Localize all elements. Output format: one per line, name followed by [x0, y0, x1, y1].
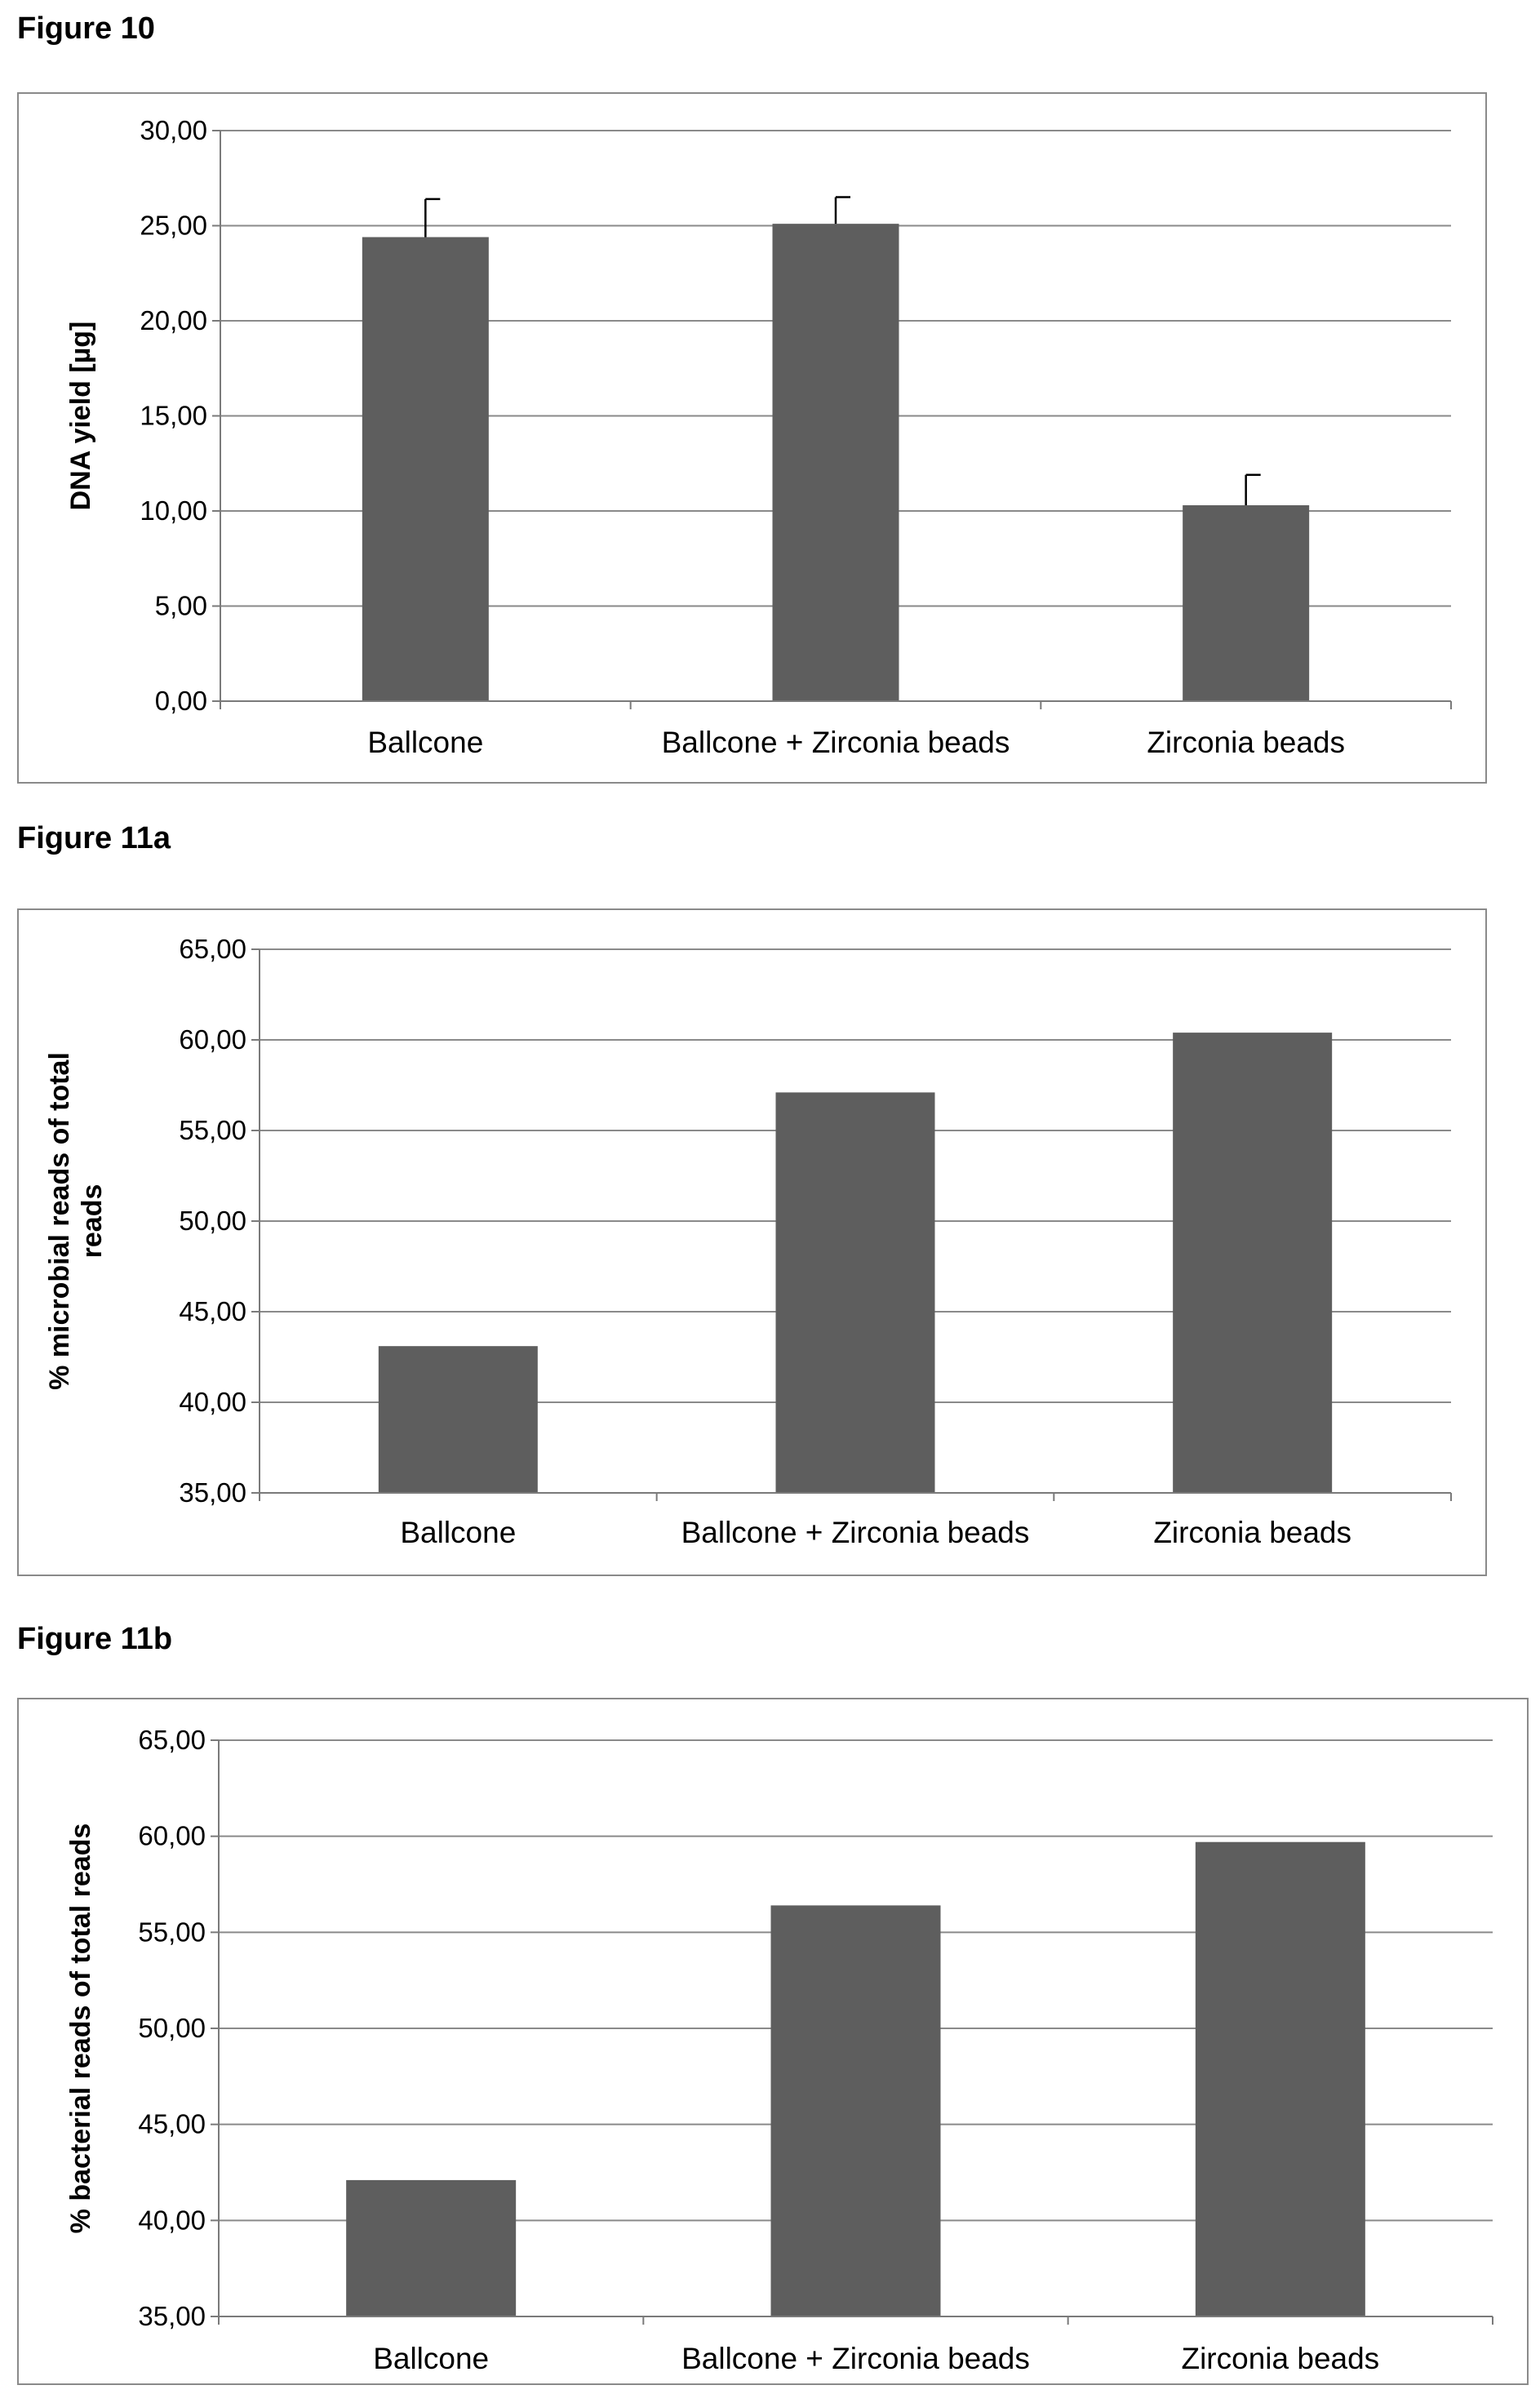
figure-11a-title: Figure 11a: [17, 821, 171, 855]
y-axis-title-line: % bacterial reads of total reads: [65, 1823, 96, 2234]
y-tick-label: 40,00: [138, 2205, 206, 2235]
y-tick-label: 20,00: [140, 305, 207, 335]
y-axis-title: DNA yield [µg]: [65, 322, 96, 511]
category-label-2: Ballcone + Zirconia beads: [681, 2342, 1030, 2375]
category-label-3: Zirconia beads: [1181, 2342, 1379, 2375]
y-axis-title: % bacterial reads of total reads: [65, 1823, 96, 2234]
y-tick-label: 60,00: [179, 1024, 246, 1055]
bar-3: [1195, 1841, 1365, 2316]
category-label-1: Ballcone: [373, 2342, 489, 2375]
y-axis-title: % microbial reads of totalreads: [44, 1052, 108, 1390]
y-tick-label: 55,00: [138, 1917, 206, 1947]
y-tick-label: 50,00: [179, 1206, 246, 1236]
category-label-2: Ballcone + Zirconia beads: [681, 1516, 1030, 1549]
bar-1: [346, 2179, 517, 2316]
bar-3: [1173, 1033, 1333, 1493]
y-tick-label: 10,00: [140, 495, 207, 526]
category-label-1: Ballcone: [367, 726, 483, 759]
y-tick-label: 40,00: [179, 1387, 246, 1417]
y-axis-title-line: reads: [77, 1184, 108, 1259]
category-label-3: Zirconia beads: [1147, 726, 1345, 759]
category-label-2: Ballcone + Zirconia beads: [662, 726, 1010, 759]
y-tick-label: 65,00: [138, 1725, 206, 1755]
bar-2: [772, 224, 899, 701]
y-axis-title-line: DNA yield [µg]: [65, 322, 96, 511]
y-tick-label: 0,00: [155, 686, 207, 716]
y-tick-label: 5,00: [155, 591, 207, 621]
category-label-3: Zirconia beads: [1153, 1516, 1351, 1549]
bar-1: [378, 1346, 538, 1493]
bar-1: [362, 237, 489, 702]
bar-2: [770, 1905, 941, 2316]
figure-10-title: Figure 10: [17, 11, 155, 46]
y-tick-label: 65,00: [179, 934, 246, 964]
y-tick-label: 15,00: [140, 401, 207, 431]
y-axis-title-line: % microbial reads of total: [44, 1052, 75, 1390]
y-tick-label: 35,00: [179, 1477, 246, 1508]
y-tick-label: 35,00: [138, 2301, 206, 2331]
y-tick-label: 60,00: [138, 1821, 206, 1851]
y-tick-label: 25,00: [140, 211, 207, 241]
bar-3: [1183, 505, 1310, 701]
y-tick-label: 45,00: [138, 2109, 206, 2139]
category-label-1: Ballcone: [400, 1516, 516, 1549]
y-tick-label: 45,00: [179, 1296, 246, 1326]
bar-2: [775, 1092, 935, 1493]
y-tick-label: 55,00: [179, 1115, 246, 1145]
y-tick-label: 50,00: [138, 2013, 206, 2043]
figure-11b-title: Figure 11b: [17, 1622, 173, 1656]
y-tick-label: 30,00: [140, 115, 207, 145]
